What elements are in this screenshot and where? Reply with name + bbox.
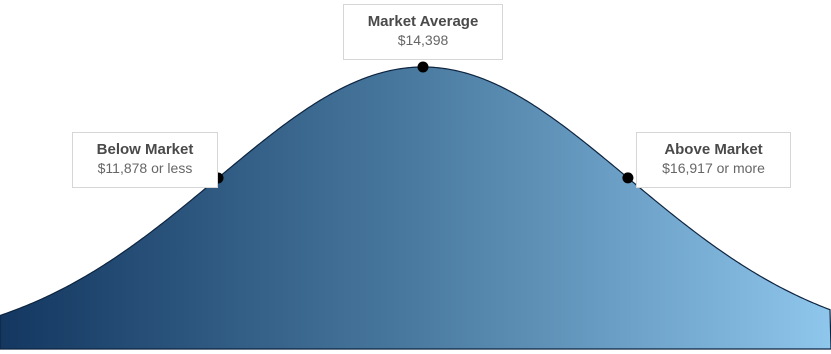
above-market-label: Above Market $16,917 or more — [636, 132, 791, 188]
above-market-value: $16,917 or more — [662, 160, 765, 176]
market-average-label: Market Average $14,398 — [343, 4, 503, 60]
below-market-label: Below Market $11,878 or less — [72, 132, 218, 188]
market-average-value: $14,398 — [397, 32, 449, 48]
below-market-title: Below Market — [96, 141, 194, 158]
above-market-marker — [622, 172, 634, 184]
below-market-value: $11,878 or less — [97, 160, 193, 176]
bell-curve-area — [0, 66, 831, 350]
market-average-marker — [417, 61, 429, 73]
above-market-title: Above Market — [664, 141, 763, 158]
market-average-title: Market Average — [367, 13, 479, 30]
